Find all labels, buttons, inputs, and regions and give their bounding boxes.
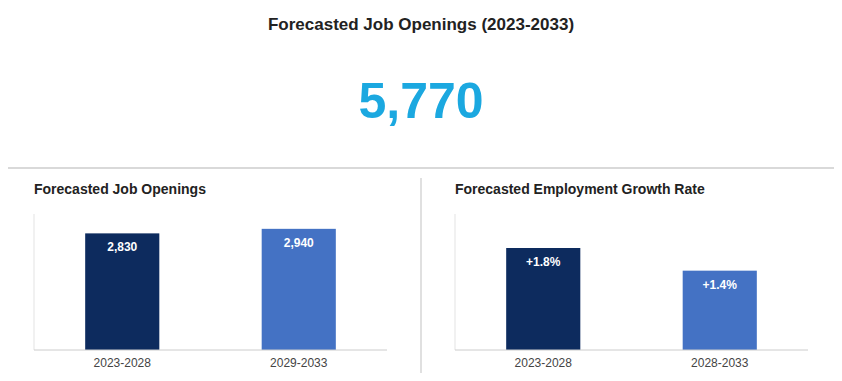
data-label: +1.4%: [703, 278, 738, 292]
x-tick-label: 2023-2028: [515, 356, 573, 370]
chart: Forecasted Job Openings 2,830 2023-2028 2,9…: [34, 181, 387, 370]
data-label: 2,830: [107, 240, 137, 254]
main-title: Forecasted Job Openings (2023-2033): [268, 15, 574, 34]
chart: Forecasted Employment Growth Rate +1.8% 20…: [455, 181, 808, 370]
bar: [506, 248, 580, 350]
divider: [8, 167, 834, 169]
x-tick-label: 2029-2033: [270, 356, 328, 370]
y-axis: [34, 214, 35, 350]
bar: [683, 271, 757, 350]
divider: [420, 178, 421, 373]
data-label: 2,940: [284, 236, 314, 250]
chart-title: Forecasted Job Openings: [34, 181, 206, 197]
x-tick-label: 2028-2033: [691, 356, 749, 370]
bars: [85, 229, 336, 350]
x-tick-label: 2023-2028: [94, 356, 152, 370]
bar: [262, 229, 336, 350]
page: Forecasted Job Openings (2023-2033) 5,770…: [0, 0, 842, 381]
chart-svg: Forecasted Job Openings (2023-2033) 5,770…: [0, 0, 842, 381]
bars: [506, 248, 757, 350]
x-axis: [455, 350, 808, 351]
data-label: +1.8%: [526, 255, 561, 269]
chart-title: Forecasted Employment Growth Rate: [455, 181, 705, 197]
big-number: 5,770: [358, 73, 483, 129]
y-axis: [455, 214, 456, 350]
bar: [85, 233, 159, 350]
x-axis: [34, 350, 387, 351]
